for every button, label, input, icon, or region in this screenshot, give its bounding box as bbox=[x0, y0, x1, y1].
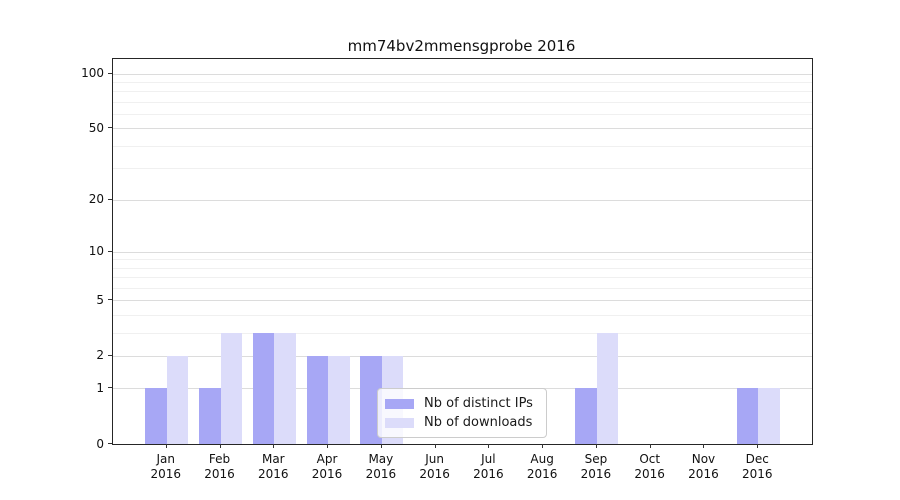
x-tick-mark bbox=[434, 444, 436, 448]
y-gridline-minor bbox=[113, 101, 812, 103]
legend-swatch-distinct-ips bbox=[385, 398, 414, 409]
y-tick-label: 100 bbox=[81, 66, 104, 80]
x-tick-label: Mar 2016 bbox=[258, 452, 289, 481]
y-tick-mark bbox=[108, 198, 112, 200]
y-tick-label: 5 bbox=[96, 292, 104, 307]
legend-item-distinct-ips: Nb of distinct IPs bbox=[385, 394, 538, 413]
y-gridline-major bbox=[113, 199, 812, 201]
y-tick-mark bbox=[108, 354, 112, 356]
x-tick-label: Sep 2016 bbox=[580, 452, 612, 481]
y-gridline-major bbox=[113, 355, 812, 357]
bar-downloads bbox=[274, 332, 296, 444]
y-tick-label: 20 bbox=[88, 192, 104, 207]
y-tick-mark bbox=[108, 299, 112, 301]
x-tick-mark bbox=[273, 444, 275, 448]
bar-distinct-ips bbox=[306, 355, 329, 444]
y-gridline-minor bbox=[113, 267, 812, 269]
y-tick-mark bbox=[108, 250, 112, 252]
x-tick-label: Apr 2016 bbox=[311, 452, 343, 481]
y-gridline-minor bbox=[113, 91, 812, 93]
y-gridline-major bbox=[113, 251, 812, 253]
bar-distinct-ips bbox=[360, 355, 382, 444]
x-tick-mark bbox=[380, 444, 382, 448]
y-gridline-minor bbox=[113, 287, 812, 289]
x-tick-mark bbox=[595, 444, 597, 448]
y-gridline-minor bbox=[113, 113, 812, 115]
x-tick-label: Aug 2016 bbox=[526, 452, 558, 481]
y-gridline-minor bbox=[113, 81, 812, 83]
x-tick-mark bbox=[542, 444, 544, 448]
y-gridline-minor bbox=[113, 168, 812, 170]
bar-downloads bbox=[596, 332, 619, 444]
y-gridline-minor bbox=[113, 277, 812, 279]
y-tick-mark bbox=[108, 387, 112, 389]
x-tick-mark bbox=[219, 444, 221, 448]
bar-distinct-ips bbox=[145, 388, 167, 444]
y-tick-mark bbox=[108, 72, 112, 74]
y-gridline-minor bbox=[113, 332, 812, 334]
bar-distinct-ips bbox=[252, 332, 275, 444]
x-tick-label: Nov 2016 bbox=[688, 452, 719, 481]
y-tick-label: 0 bbox=[96, 436, 104, 451]
x-tick-label: Jun 2016 bbox=[419, 452, 450, 481]
bar-distinct-ips bbox=[575, 388, 597, 444]
y-gridline-major bbox=[113, 300, 812, 302]
legend-swatch-downloads bbox=[385, 417, 414, 428]
y-gridline-minor bbox=[113, 259, 812, 261]
y-tick-label: 50 bbox=[88, 120, 104, 135]
y-tick-label: 1 bbox=[96, 380, 104, 395]
legend: Nb of distinct IPs Nb of downloads bbox=[377, 388, 547, 438]
y-tick-mark bbox=[108, 127, 112, 129]
y-tick-mark bbox=[108, 443, 112, 444]
bar-downloads bbox=[166, 355, 189, 444]
bar-distinct-ips bbox=[736, 388, 759, 444]
x-tick-label: Dec 2016 bbox=[741, 452, 773, 481]
bar-downloads bbox=[328, 355, 350, 444]
x-tick-label: Feb 2016 bbox=[204, 452, 235, 481]
bar-distinct-ips bbox=[199, 388, 221, 444]
chart-title: mm74bv2mmensgprobe 2016 bbox=[347, 37, 576, 55]
x-tick-label: Jul 2016 bbox=[473, 452, 504, 481]
x-tick-mark bbox=[703, 444, 705, 448]
y-tick-label: 10 bbox=[88, 244, 104, 258]
legend-item-downloads: Nb of downloads bbox=[385, 413, 538, 432]
x-tick-label: Jan 2016 bbox=[150, 452, 182, 481]
legend-label-distinct-ips: Nb of distinct IPs bbox=[424, 396, 533, 411]
y-gridline-major bbox=[113, 128, 812, 130]
y-tick-label: 2 bbox=[96, 348, 104, 363]
legend-label-downloads: Nb of downloads bbox=[424, 415, 533, 430]
y-gridline-minor bbox=[113, 145, 812, 147]
y-gridline-minor bbox=[113, 314, 812, 316]
bar-downloads bbox=[220, 332, 243, 444]
bar-downloads bbox=[758, 388, 780, 444]
x-tick-mark bbox=[488, 444, 490, 448]
x-tick-mark bbox=[327, 444, 329, 448]
x-tick-label: May 2016 bbox=[365, 452, 397, 481]
plot-area bbox=[112, 58, 813, 445]
x-tick-label: Oct 2016 bbox=[634, 452, 665, 481]
x-tick-mark bbox=[757, 444, 759, 448]
y-gridline-major bbox=[113, 73, 812, 75]
x-tick-mark bbox=[649, 444, 651, 448]
x-tick-mark bbox=[165, 444, 167, 448]
